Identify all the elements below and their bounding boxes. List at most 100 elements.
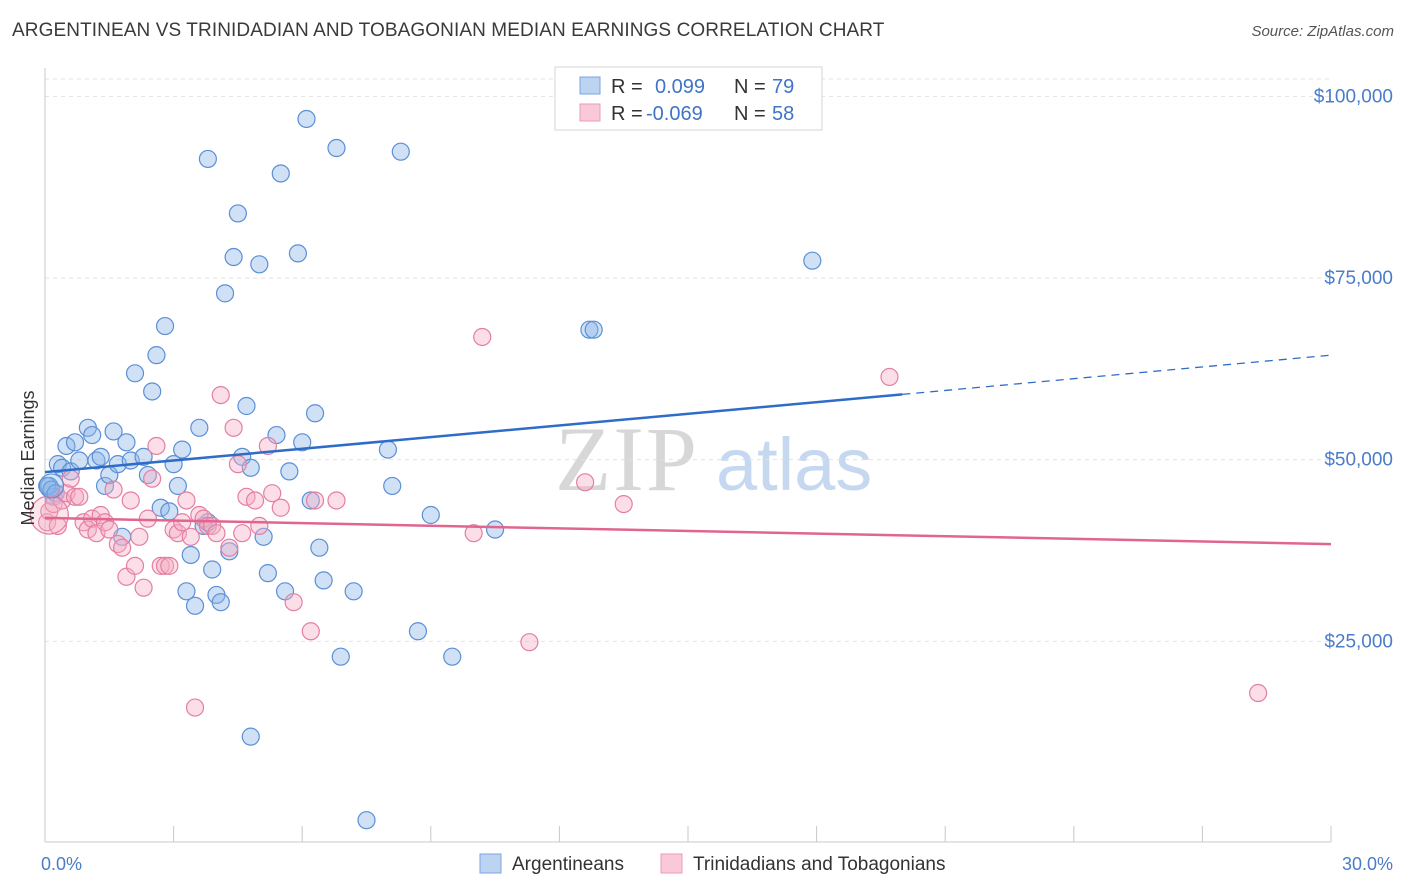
point-trinidadians bbox=[245, 491, 265, 510]
point-trinidadians bbox=[464, 524, 483, 543]
point-trinidadians bbox=[305, 491, 325, 510]
top-legend-r-label-1: R = bbox=[611, 76, 643, 98]
top-legend: R = 0.099 N = 79 R = -0.069 N = 58 bbox=[554, 66, 823, 131]
point-argentineans bbox=[250, 255, 269, 274]
top-legend-r-value-2: -0.069 bbox=[646, 103, 703, 125]
point-trinidadians bbox=[224, 418, 243, 437]
trend-line-trinidadians bbox=[44, 516, 1332, 546]
point-argentineans bbox=[241, 727, 260, 746]
point-trinidadians bbox=[284, 593, 303, 612]
chart-source: Source: ZipAtlas.com bbox=[1251, 23, 1394, 40]
point-argentineans bbox=[584, 320, 603, 339]
point-argentineans bbox=[134, 447, 153, 466]
top-legend-n-label-2: N = bbox=[734, 103, 766, 125]
point-argentineans bbox=[803, 251, 822, 270]
point-argentineans bbox=[224, 247, 243, 267]
point-argentineans bbox=[181, 545, 200, 565]
point-argentineans bbox=[258, 564, 278, 583]
bottom-legend-swatch-argentineans bbox=[479, 853, 502, 874]
watermark-zip: ZIP bbox=[555, 408, 699, 510]
point-trinidadians bbox=[258, 436, 278, 456]
bottom-legend-label-argentineans: Argentineans bbox=[512, 854, 624, 875]
top-legend-n-value-1: 79 bbox=[772, 76, 794, 98]
y-tick-label: $50,000 bbox=[1324, 450, 1393, 471]
chart-title: ARGENTINEAN VS TRINIDADIAN AND TOBAGONIA… bbox=[12, 20, 885, 41]
point-argentineans bbox=[254, 527, 273, 546]
axes bbox=[44, 68, 1332, 843]
point-argentineans bbox=[421, 505, 440, 525]
point-trinidadians bbox=[160, 556, 179, 575]
point-trinidadians bbox=[520, 633, 539, 652]
top-legend-n-value-2: 58 bbox=[772, 103, 794, 125]
point-argentineans bbox=[177, 582, 196, 601]
top-legend-r-label-2: R = bbox=[611, 103, 643, 125]
grid bbox=[45, 78, 1331, 642]
point-trinidadians bbox=[130, 527, 149, 546]
point-trinidadians bbox=[173, 513, 192, 532]
x-tick-label: 0.0% bbox=[41, 854, 82, 874]
y-tick-label: $100,000 bbox=[1314, 86, 1393, 107]
point-trinidadians bbox=[185, 698, 205, 717]
point-trinidadians bbox=[147, 436, 166, 456]
point-argentineans bbox=[297, 109, 316, 129]
y-axis-title: Median Earnings bbox=[18, 390, 38, 525]
trend-line-argentineans bbox=[44, 393, 903, 474]
ticks-layer: $25,000 $50,000 $75,000 $100,000 0.0% 30.0% bbox=[41, 86, 1393, 874]
point-trinidadians bbox=[614, 495, 633, 514]
points-layer bbox=[29, 109, 1268, 830]
point-trinidadians bbox=[271, 498, 290, 517]
y-tick-label: $75,000 bbox=[1324, 268, 1393, 289]
point-argentineans bbox=[293, 433, 312, 452]
point-argentineans bbox=[331, 647, 350, 666]
watermark: ZIP atlas bbox=[555, 408, 872, 510]
point-trinidadians bbox=[70, 487, 89, 506]
top-legend-swatch-argentineans bbox=[579, 76, 601, 95]
top-legend-r-value-1: 0.099 bbox=[655, 76, 705, 98]
point-trinidadians bbox=[104, 480, 123, 499]
point-trinidadians bbox=[125, 556, 145, 575]
point-trinidadians bbox=[250, 516, 269, 536]
point-argentineans bbox=[580, 320, 599, 339]
bottom-legend: Argentineans Trinidadians and Tobagonian… bbox=[479, 853, 945, 875]
point-trinidadians bbox=[121, 491, 140, 510]
point-argentineans bbox=[314, 571, 333, 590]
point-argentineans bbox=[486, 520, 505, 539]
point-argentineans bbox=[125, 364, 145, 383]
point-argentineans bbox=[168, 476, 187, 496]
point-argentineans bbox=[391, 142, 410, 161]
point-argentineans bbox=[215, 284, 235, 303]
watermark-atlas: atlas bbox=[716, 423, 872, 506]
point-argentineans bbox=[228, 204, 247, 223]
point-trinidadians bbox=[61, 469, 80, 488]
top-legend-n-label-1: N = bbox=[734, 76, 766, 98]
point-argentineans bbox=[173, 440, 192, 459]
point-argentineans bbox=[70, 451, 89, 470]
point-trinidadians bbox=[177, 491, 196, 510]
point-argentineans bbox=[237, 396, 256, 416]
x-tick-label: 30.0% bbox=[1342, 854, 1393, 874]
point-argentineans bbox=[310, 538, 329, 557]
point-argentineans bbox=[65, 433, 85, 452]
point-trinidadians bbox=[576, 473, 595, 492]
point-trinidadians bbox=[473, 327, 492, 347]
point-argentineans bbox=[198, 149, 217, 169]
point-argentineans bbox=[378, 440, 398, 459]
point-argentineans-large bbox=[38, 473, 65, 499]
point-argentineans bbox=[91, 447, 110, 466]
point-argentineans bbox=[83, 425, 102, 445]
point-trinidadians bbox=[100, 520, 119, 539]
point-trinidadians bbox=[113, 538, 132, 557]
y-tick-label: $25,000 bbox=[1324, 631, 1393, 652]
point-trinidadians bbox=[65, 487, 85, 506]
bottom-legend-label-trinidadians: Trinidadians and Tobagonians bbox=[693, 854, 945, 875]
point-argentineans bbox=[271, 164, 290, 183]
point-trinidadians bbox=[207, 524, 226, 543]
point-trinidadians bbox=[211, 386, 230, 405]
point-trinidadians-large bbox=[29, 495, 69, 535]
point-argentineans bbox=[305, 404, 325, 423]
point-argentineans bbox=[383, 476, 402, 496]
trend-layer bbox=[44, 354, 1332, 546]
bottom-legend-swatch-trinidadians bbox=[660, 853, 683, 874]
point-argentineans bbox=[443, 647, 462, 666]
